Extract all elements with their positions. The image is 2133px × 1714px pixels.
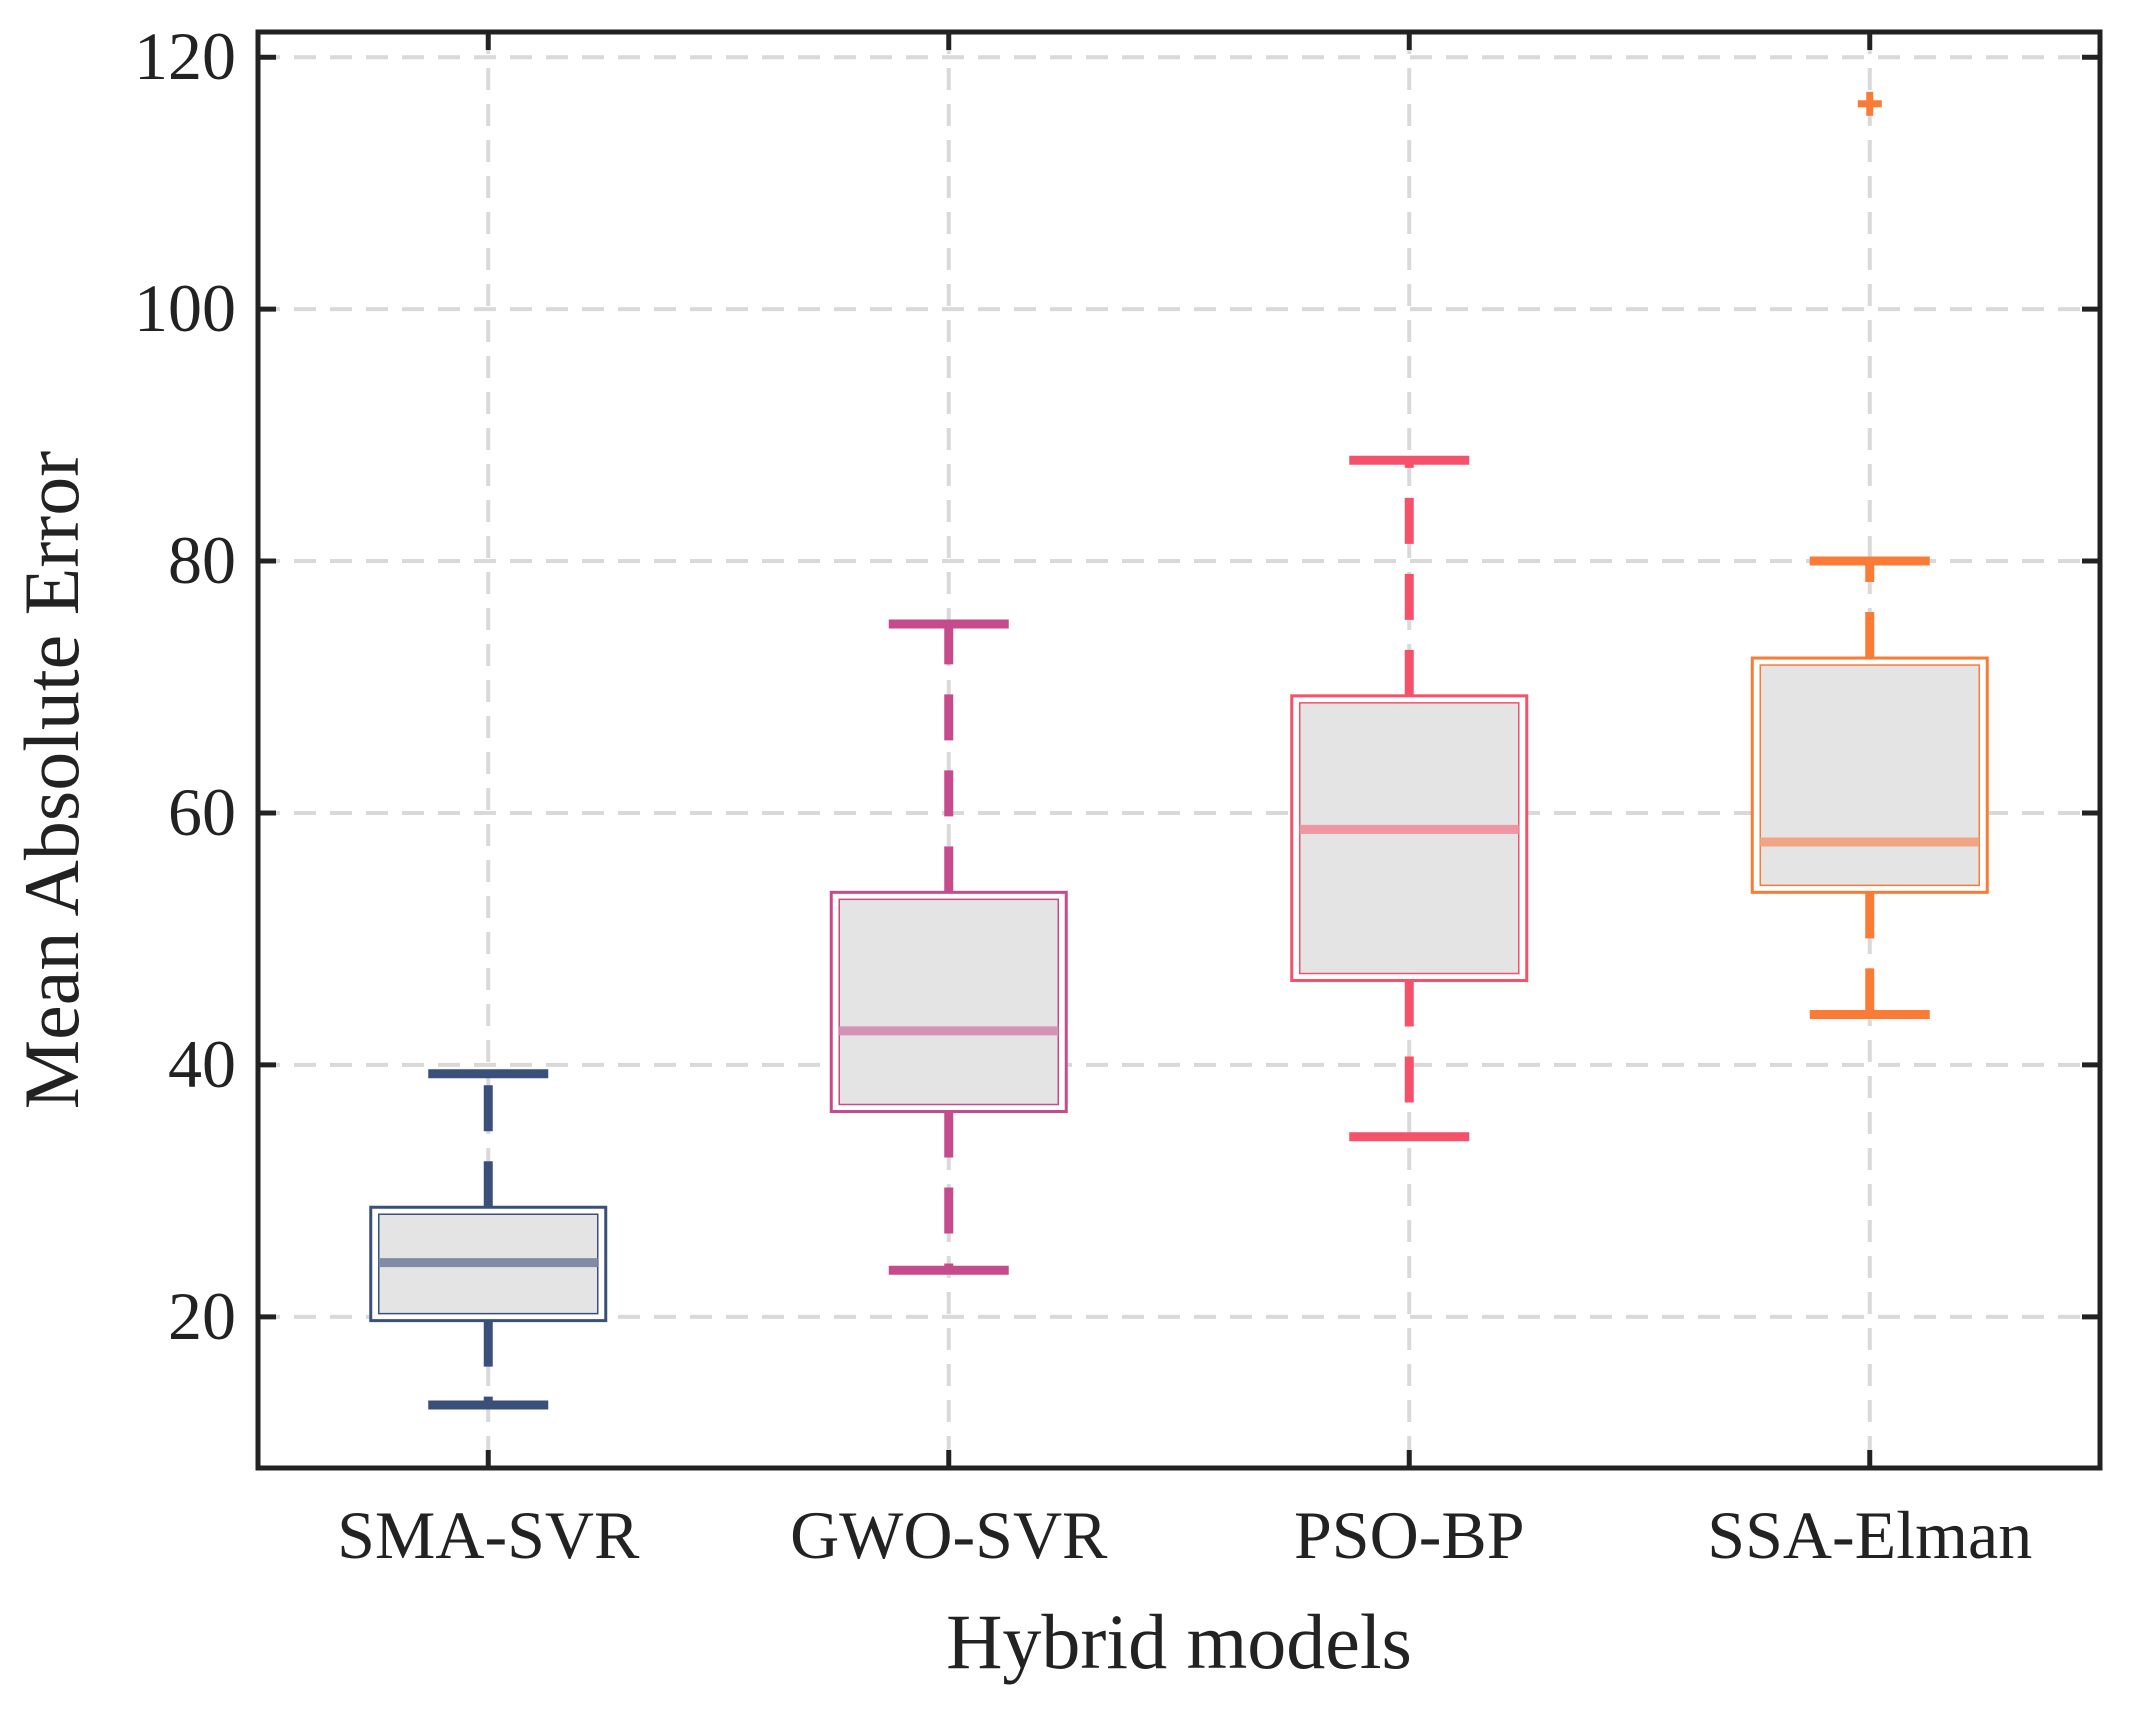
box-body (1759, 664, 1980, 887)
tick-layer: 20 40 60 80 100 120 SMA-SVR GWO-SVR PSO-BP SSA-El… (134, 18, 2100, 1573)
y-tick-label: 20 (168, 1278, 236, 1354)
y-tick-label: 40 (168, 1026, 236, 1102)
y-axis-title: Mean Absolute Error (8, 451, 95, 1110)
x-tick-label: SSA-Elman (1707, 1497, 2032, 1573)
x-tick-label: PSO-BP (1294, 1497, 1525, 1573)
y-tick-label: 80 (168, 522, 236, 598)
x-tick-label: SMA-SVR (337, 1497, 640, 1573)
y-tick-label: 60 (168, 774, 236, 850)
x-tick-label: GWO-SVR (790, 1497, 1108, 1573)
x-axis-title: Hybrid models (946, 1598, 1412, 1685)
box-body (1299, 702, 1520, 975)
box-layer (369, 91, 1989, 1410)
y-tick-label: 100 (134, 270, 236, 346)
plot-frame (255, 29, 2103, 1471)
y-tick-label: 120 (134, 18, 236, 94)
box-body (838, 898, 1059, 1106)
